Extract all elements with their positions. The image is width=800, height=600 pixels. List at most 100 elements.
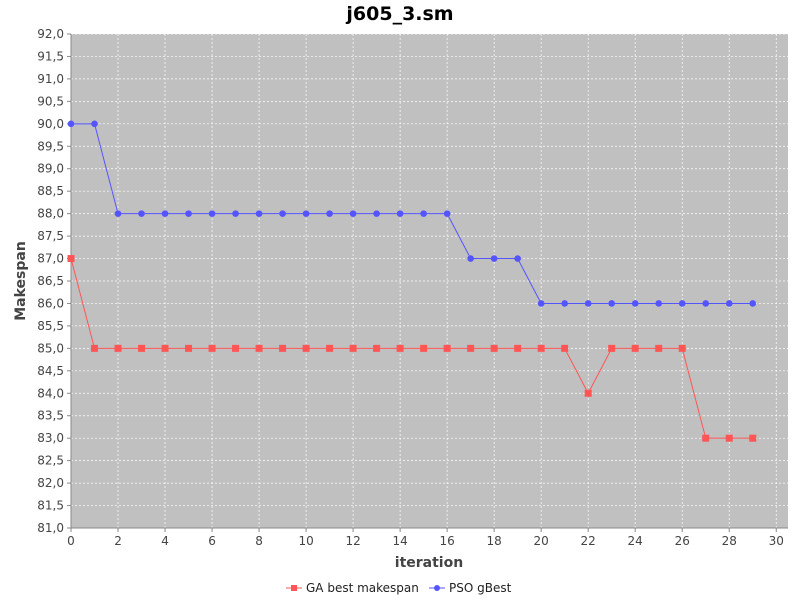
data-point (490, 255, 498, 262)
data-point (326, 210, 333, 217)
y-tick-label: 89,0 (37, 162, 64, 176)
x-tick-label: 4 (161, 534, 169, 548)
chart-title: j605_3.sm (345, 3, 453, 25)
x-tick-label: 18 (487, 534, 502, 548)
legend-ga-label: GA best makespan (306, 581, 419, 595)
x-tick-label: 6 (208, 534, 216, 548)
x-tick-label: 26 (675, 534, 690, 548)
data-point (749, 434, 757, 442)
data-point (396, 210, 404, 217)
y-tick-label: 85,0 (37, 341, 64, 355)
y-tick-label: 87,0 (37, 252, 64, 266)
data-point (561, 344, 569, 352)
y-tick-label: 86,0 (37, 296, 64, 310)
y-tick-label: 91,0 (37, 72, 64, 86)
y-tick-label: 90,5 (37, 94, 64, 108)
y-tick-label: 92,0 (37, 27, 64, 41)
data-point (208, 210, 216, 217)
data-point (255, 210, 263, 217)
data-point (725, 300, 733, 307)
y-tick-label: 87,5 (37, 229, 64, 243)
y-tick-label: 91,5 (37, 49, 64, 63)
series-line (70, 258, 753, 439)
data-point (326, 344, 334, 352)
y-axis-label: Makespan (13, 241, 29, 321)
data-point (514, 344, 522, 352)
legend: GA best makespan PSO gBest (286, 581, 512, 595)
y-tick-label: 82,0 (37, 476, 64, 490)
data-point (490, 344, 498, 352)
x-tick-label: 22 (581, 534, 596, 548)
legend-pso-marker (434, 585, 440, 591)
y-tick-label: 81,5 (37, 499, 64, 513)
data-point (232, 210, 239, 217)
data-point (138, 210, 145, 217)
data-point (702, 434, 710, 442)
data-point (232, 344, 240, 352)
x-tick-label: 8 (255, 534, 263, 548)
data-point (702, 300, 710, 307)
x-axis-label: iteration (395, 555, 463, 571)
data-point (91, 120, 98, 128)
data-point (537, 344, 545, 352)
data-point (749, 300, 757, 307)
data-point (537, 300, 545, 307)
data-point (373, 210, 380, 217)
data-point (678, 300, 686, 307)
legend-pso-label: PSO gBest (449, 581, 512, 595)
data-point (373, 344, 381, 352)
data-point (678, 344, 686, 352)
x-tick-label: 10 (298, 534, 313, 548)
x-tick-label: 12 (345, 534, 360, 548)
data-point (655, 344, 663, 352)
data-point (67, 255, 75, 263)
data-point (67, 120, 75, 128)
x-tick-label: 16 (439, 534, 454, 548)
data-point (114, 210, 122, 217)
y-tick-label: 86,5 (37, 274, 64, 288)
series-lines (67, 120, 757, 442)
data-point (584, 300, 592, 307)
data-point (91, 344, 99, 352)
data-point (302, 344, 310, 352)
x-tick-label: 30 (769, 534, 784, 548)
data-point (514, 255, 521, 262)
y-tick-label: 90,0 (37, 117, 64, 131)
data-point (208, 344, 216, 352)
data-point (396, 344, 404, 352)
series-pso (67, 120, 757, 307)
x-tick-label: 2 (114, 534, 122, 548)
y-tick-label: 88,0 (37, 207, 64, 221)
data-point (631, 300, 639, 307)
data-point (349, 344, 357, 352)
x-tick-label: 20 (534, 534, 549, 548)
data-point (185, 210, 192, 217)
y-tick-label: 88,5 (37, 184, 64, 198)
data-point (420, 210, 427, 217)
data-point (608, 300, 615, 307)
data-point (631, 344, 639, 352)
x-axis-ticks: 0 2 4 6 8 10 12 14 16 18 20 22 24 26 28 30 (67, 528, 784, 548)
y-tick-label: 84,0 (37, 386, 64, 400)
series-ga (67, 255, 757, 442)
data-point (655, 300, 663, 307)
data-point (114, 344, 122, 352)
data-point (584, 389, 592, 397)
data-point (443, 344, 451, 352)
data-point (467, 255, 474, 262)
x-tick-label: 24 (628, 534, 643, 548)
y-axis-ticks: 81,0 81,5 82,0 82,5 83,0 83,5 84,0 84,5 85,0 85,5… (37, 27, 71, 535)
x-tick-label: 0 (67, 534, 75, 548)
data-point (349, 210, 357, 217)
legend-ga-marker (291, 585, 297, 591)
y-tick-label: 89,5 (37, 139, 64, 153)
data-point (608, 344, 616, 352)
data-point (467, 344, 475, 352)
data-point (279, 210, 286, 217)
data-point (420, 344, 428, 352)
y-tick-label: 83,5 (37, 409, 64, 423)
legend-item-pso: PSO gBest (429, 581, 512, 595)
series-line (71, 123, 753, 304)
